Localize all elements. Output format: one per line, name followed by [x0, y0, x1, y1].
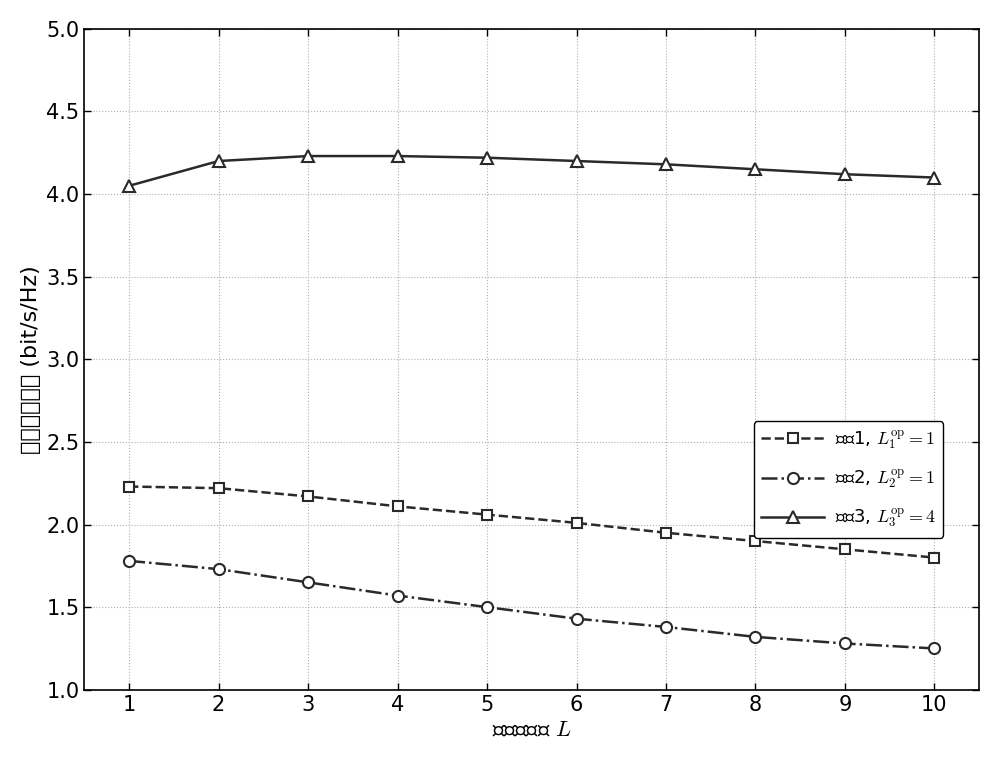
Legend: 用户1, $L_1^{\rm op}=1$, 用户2, $L_2^{\rm op}=1$, 用户3, $L_3^{\rm op}=4$: 用户1, $L_1^{\rm op}=1$, 用户2, $L_2^{\rm op… [754, 421, 943, 537]
X-axis label: 信道抚头数 $L$: 信道抚头数 $L$ [492, 720, 572, 740]
Y-axis label: 上行可达速率 (bit/s/Hz): 上行可达速率 (bit/s/Hz) [21, 265, 41, 454]
